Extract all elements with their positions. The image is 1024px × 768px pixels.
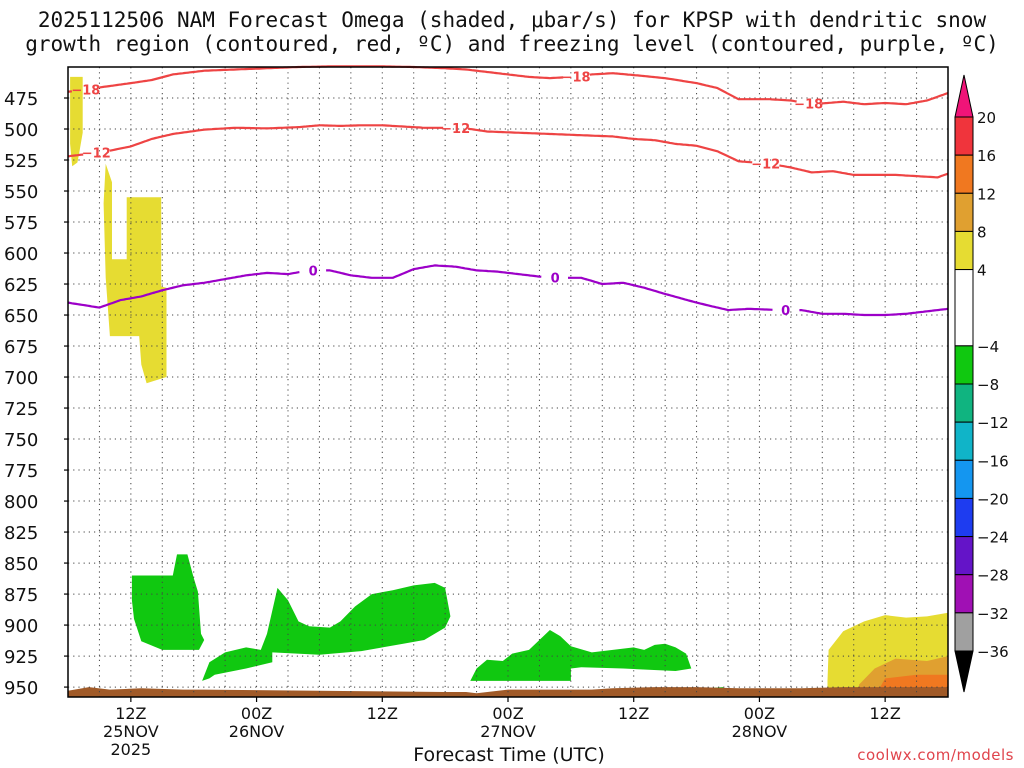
y-tick-label-675: 675 bbox=[4, 337, 38, 358]
x-date-label-66: 28NOV bbox=[732, 722, 788, 741]
shaded-regions bbox=[68, 76, 948, 697]
region-6 bbox=[202, 582, 451, 681]
x-year-label-6: 2025 bbox=[110, 740, 151, 759]
x-date-label-18: 26NOV bbox=[229, 722, 285, 741]
colorbar-bin-4 bbox=[954, 269, 974, 347]
contour-line-2-seg-0 bbox=[67, 271, 300, 309]
colorbar-bin-8 bbox=[954, 459, 974, 499]
contour-label-0-0: −18 bbox=[71, 83, 100, 98]
y-tick-label-850: 850 bbox=[4, 554, 38, 575]
y-tick-label-600: 600 bbox=[4, 244, 38, 265]
colorbar-label-10: −24 bbox=[977, 529, 1009, 547]
colorbar-bottom-arrow bbox=[954, 650, 974, 693]
contour-line-0-seg-1 bbox=[99, 65, 564, 89]
colorbar-bin-2 bbox=[954, 192, 974, 232]
colorbar-label-8: −16 bbox=[977, 452, 1009, 470]
y-tick-label-525: 525 bbox=[4, 151, 38, 172]
contour-line-1-seg-3 bbox=[779, 164, 949, 179]
x-tick-label-78: 12Z bbox=[869, 704, 900, 723]
contour-line-2-seg-3 bbox=[799, 307, 949, 317]
colorbar-bin-6 bbox=[954, 383, 974, 423]
x-date-label-42: 27NOV bbox=[480, 722, 536, 741]
y-tick-label-650: 650 bbox=[4, 306, 38, 327]
contour-line-1-seg-1 bbox=[109, 124, 444, 152]
region-1 bbox=[103, 163, 167, 384]
x-tick-label-42: 00Z bbox=[492, 704, 523, 723]
colorbar-bin-11 bbox=[954, 574, 974, 614]
colorbar-label-0: 20 bbox=[977, 109, 996, 127]
y-tick-label-700: 700 bbox=[4, 368, 38, 389]
y-tick-label-825: 825 bbox=[4, 523, 38, 544]
y-tick-label-775: 775 bbox=[4, 461, 38, 482]
x-axis-label: Forecast Time (UTC) bbox=[413, 744, 605, 766]
colorbar-label-4: 4 bbox=[977, 262, 987, 280]
colorbar-bin-0 bbox=[954, 116, 974, 156]
contour-line-0-seg-3 bbox=[821, 91, 949, 106]
contour-label-0-1: −18 bbox=[562, 70, 591, 85]
y-tick-label-950: 950 bbox=[4, 678, 38, 699]
colorbar-bin-7 bbox=[954, 421, 974, 461]
y-tick-label-500: 500 bbox=[4, 120, 38, 141]
colorbar-label-5: −4 bbox=[977, 338, 999, 356]
colorbar-label-6: −8 bbox=[977, 376, 999, 394]
contour-line-2-seg-2 bbox=[568, 276, 773, 312]
y-tick-label-575: 575 bbox=[4, 213, 38, 234]
colorbar-bin-5 bbox=[954, 345, 974, 385]
colorbar-label-12: −32 bbox=[977, 605, 1009, 623]
colorbar-label-1: 16 bbox=[977, 147, 996, 165]
chart-title-line-1: 2025112506 NAM Forecast Omega (shaded, μ… bbox=[37, 8, 987, 32]
x-tick-label-66: 00Z bbox=[744, 704, 775, 723]
credit-text: coolwx.com/models bbox=[857, 746, 1014, 764]
colorbar-top-arrow bbox=[954, 74, 974, 118]
contour-label-1-2: −12 bbox=[751, 157, 780, 172]
contour-label-2-2: 0 bbox=[781, 304, 790, 319]
axis-ticks: 475 500 525 550 575 600 625 650 675 700 725 750 775 8… bbox=[4, 89, 901, 759]
contour-label-2-1: 0 bbox=[551, 272, 560, 287]
contour-line-1-seg-0 bbox=[67, 153, 84, 158]
contour-line-1-seg-2 bbox=[467, 127, 753, 164]
y-tick-label-750: 750 bbox=[4, 430, 38, 451]
colorbar-label-3: 8 bbox=[977, 223, 987, 241]
colorbar-bin-10 bbox=[954, 536, 974, 576]
region-7 bbox=[470, 630, 692, 681]
grid-lines bbox=[68, 67, 948, 697]
y-tick-label-550: 550 bbox=[4, 182, 38, 203]
contour-line-0-seg-2 bbox=[589, 72, 797, 103]
colorbar-bin-3 bbox=[954, 230, 974, 271]
x-tick-label-30: 12Z bbox=[367, 704, 398, 723]
y-tick-label-925: 925 bbox=[4, 647, 38, 668]
contour-line-2-seg-1 bbox=[326, 264, 542, 279]
contour-label-1-0: −12 bbox=[82, 147, 111, 162]
y-tick-label-475: 475 bbox=[4, 89, 38, 110]
y-tick-label-625: 625 bbox=[4, 275, 38, 296]
colorbar-label-9: −20 bbox=[977, 490, 1009, 508]
contour-label-1-1: −12 bbox=[441, 122, 470, 137]
contour-label-0-2: −18 bbox=[794, 98, 823, 113]
colorbar-label-13: −36 bbox=[977, 643, 1009, 661]
x-tick-label-18: 00Z bbox=[241, 704, 272, 723]
x-tick-label-54: 12Z bbox=[618, 704, 649, 723]
x-date-label-6: 25NOV bbox=[103, 722, 159, 741]
colorbar: 20 16 12 8 4 −4 −8 −12 −16 −20 −24 −28 −32 −36 bbox=[954, 74, 1009, 693]
region-5 bbox=[131, 554, 205, 650]
region-0 bbox=[70, 76, 83, 167]
x-tick-label-6: 12Z bbox=[115, 704, 146, 723]
colorbar-bin-12 bbox=[954, 612, 974, 652]
y-tick-label-900: 900 bbox=[4, 616, 38, 637]
contour-labels: −18 −18 −18 −12 −12 −12 0 0 0 bbox=[71, 70, 823, 319]
y-tick-label-725: 725 bbox=[4, 399, 38, 420]
y-tick-label-800: 800 bbox=[4, 492, 38, 513]
chart-title-line-2: growth region (contoured, red, ºC) and f… bbox=[25, 32, 999, 56]
colorbar-label-7: −12 bbox=[977, 414, 1009, 432]
colorbar-bin-9 bbox=[954, 497, 974, 538]
contour-label-2-0: 0 bbox=[309, 264, 318, 279]
y-tick-label-875: 875 bbox=[4, 585, 38, 606]
colorbar-label-11: −28 bbox=[977, 567, 1009, 585]
colorbar-bin-1 bbox=[954, 154, 974, 194]
colorbar-label-2: 12 bbox=[977, 185, 996, 203]
